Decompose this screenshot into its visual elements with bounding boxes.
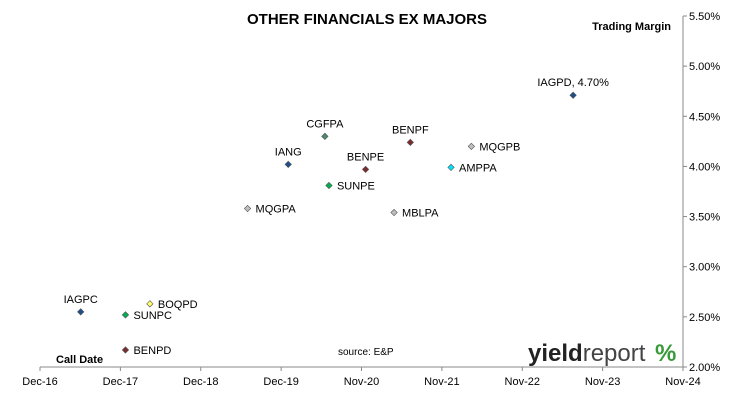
data-point-marker bbox=[243, 204, 252, 213]
data-point-marker bbox=[569, 91, 577, 99]
x-tick-label: Dec-18 bbox=[183, 376, 218, 388]
data-point-label: IANG bbox=[275, 146, 302, 158]
x-tick-label: Dec-19 bbox=[263, 376, 298, 388]
logo-text: yieldreport bbox=[528, 340, 646, 367]
data-point-label: MBLPA bbox=[402, 208, 439, 220]
logo-percent-icon: % bbox=[655, 340, 676, 367]
logo: yieldreport % bbox=[528, 340, 676, 367]
data-point-label: MQGPA bbox=[256, 204, 297, 216]
y-tick-label: 3.50% bbox=[689, 212, 720, 224]
data-point-label: BOQPD bbox=[158, 299, 198, 311]
y-tick-label: 4.50% bbox=[689, 111, 720, 123]
data-point-label: IAGPD, 4.70% bbox=[537, 77, 609, 89]
data-point-label: BENPD bbox=[133, 345, 171, 357]
data-point-marker bbox=[390, 208, 398, 217]
source-note: source: E&P bbox=[338, 347, 394, 358]
data-point-marker bbox=[284, 160, 292, 169]
data-point-marker bbox=[121, 311, 130, 319]
data-point-marker bbox=[121, 346, 130, 354]
data-point-label: SUNPC bbox=[133, 310, 172, 322]
axes: Dec-16 Dec-17 Dec-18 Dec-19 Nov-20 Nov-21 Nov-… bbox=[22, 11, 720, 388]
data-point-marker bbox=[447, 163, 455, 172]
logo-text-regular: report bbox=[583, 340, 646, 367]
data-point-marker bbox=[467, 142, 476, 150]
y-axis-label: Trading Margin bbox=[592, 21, 671, 33]
data-point-marker bbox=[321, 132, 329, 140]
x-tick-label: Dec-16 bbox=[22, 376, 57, 388]
y-tick-label: 3.00% bbox=[689, 262, 720, 274]
x-tick-label: Nov-21 bbox=[424, 376, 459, 388]
x-tick-label: Dec-17 bbox=[103, 376, 138, 388]
data-point-label: SUNPE bbox=[337, 180, 375, 192]
data-point-marker bbox=[325, 181, 333, 190]
data-point-label: BENPE bbox=[347, 151, 384, 163]
logo-text-bold: yield bbox=[528, 340, 583, 367]
data-point-marker bbox=[77, 308, 85, 316]
y-tick-label: 2.50% bbox=[689, 312, 720, 324]
data-point-label: CGFPA bbox=[306, 118, 344, 130]
x-tick-label: Nov-22 bbox=[505, 376, 540, 388]
data-point-label: MQGPB bbox=[479, 141, 520, 153]
x-axis-label: Call Date bbox=[56, 354, 103, 366]
x-tick-label: Nov-20 bbox=[344, 376, 379, 388]
y-tick-label: 5.50% bbox=[689, 11, 720, 23]
y-tick-label: 2.00% bbox=[689, 362, 720, 374]
y-tick-label: 4.00% bbox=[689, 161, 720, 173]
chart-title: OTHER FINANCIALS EX MAJORS bbox=[247, 11, 487, 28]
x-tick-label: Nov-23 bbox=[585, 376, 620, 388]
data-point-marker bbox=[146, 300, 154, 308]
data-point-marker bbox=[406, 138, 414, 146]
data-point-label: IAGPC bbox=[64, 294, 98, 306]
data-point-label: AMPPA bbox=[459, 162, 497, 174]
data-point-marker bbox=[361, 165, 370, 174]
data-point-label: BENPF bbox=[392, 124, 429, 136]
x-tick-label: Nov-24 bbox=[665, 376, 700, 388]
y-tick-label: 5.00% bbox=[689, 61, 720, 73]
